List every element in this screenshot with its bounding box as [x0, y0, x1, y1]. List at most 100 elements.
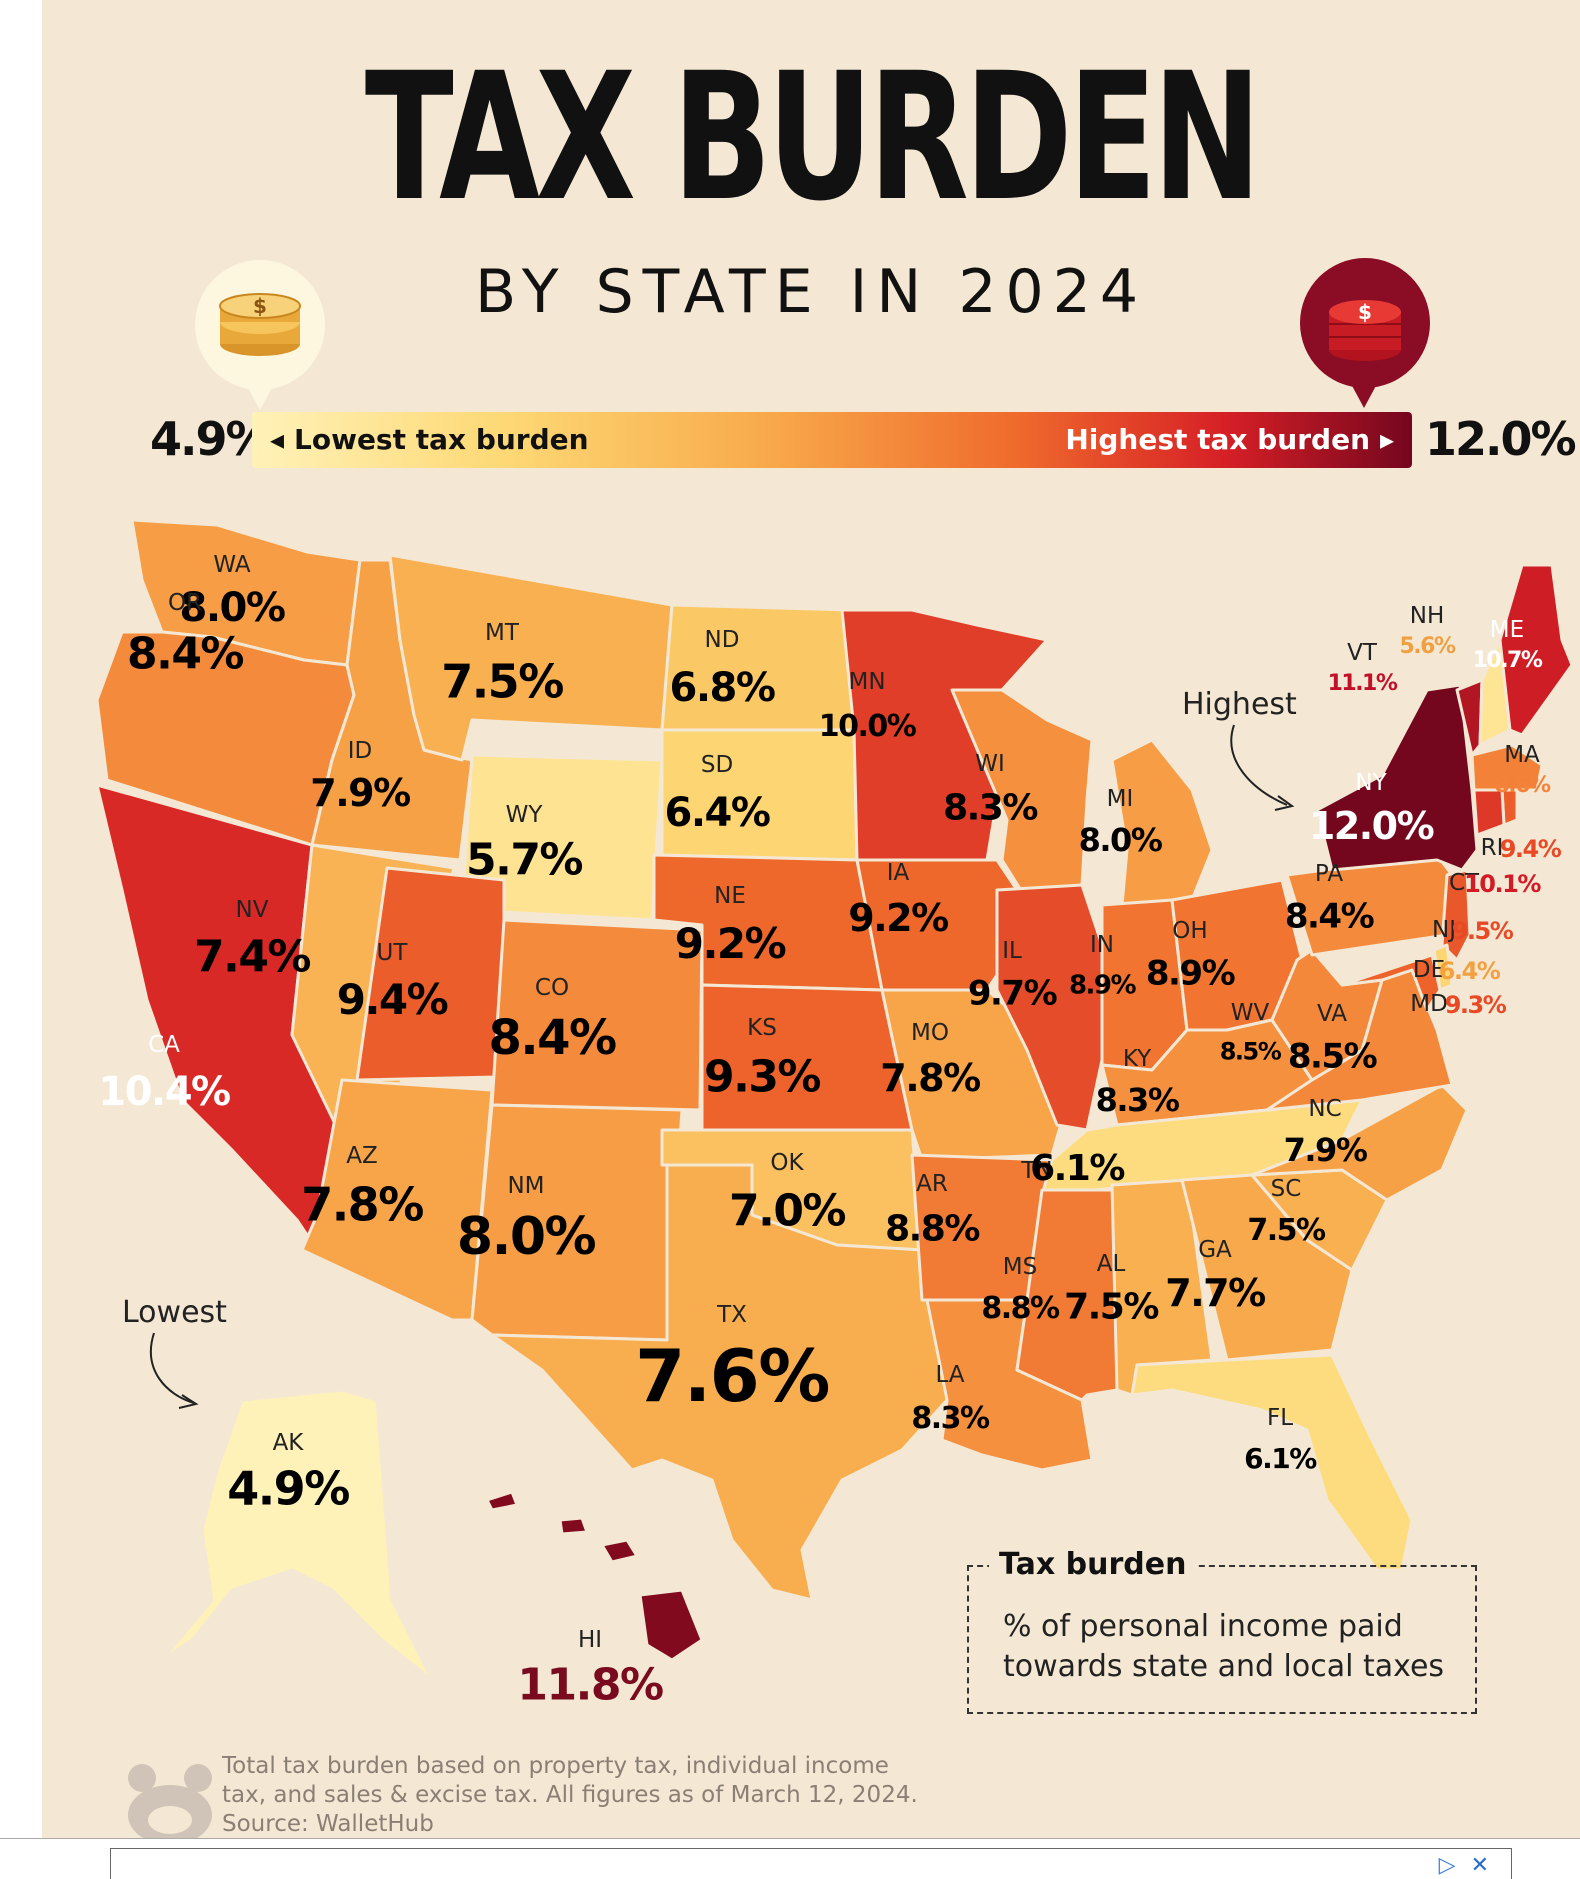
lowest-tax-burden-label: Lowest tax burden [294, 423, 589, 456]
state-abbr-nc: NC [1308, 1096, 1341, 1122]
state-value-ne: 9.2% [675, 919, 786, 968]
state-abbr-nm: NM [507, 1173, 544, 1199]
state-value-ny: 12.0% [1309, 804, 1434, 848]
state-abbr-mt: MT [485, 620, 520, 646]
state-abbr-ak: AK [273, 1430, 305, 1456]
state-shape-tx [490, 1163, 949, 1602]
footnote: Total tax burden based on property tax, … [222, 1752, 922, 1838]
state-value-or: 8.4% [127, 628, 243, 679]
close-icon[interactable]: ✕ [1470, 1853, 1489, 1878]
state-abbr-az: AZ [346, 1143, 378, 1169]
state-abbr-id: ID [348, 738, 373, 764]
state-abbr-me: ME [1490, 617, 1524, 643]
state-shape-co [490, 918, 704, 1112]
highest-label-arrow-icon: ▸ [1379, 423, 1394, 456]
red-badge-pointer [1350, 382, 1378, 408]
footnote-line-2: tax, and sales & excise tax. All figures… [222, 1782, 918, 1808]
state-abbr-ut: UT [377, 940, 409, 966]
state-value-nv: 7.4% [194, 931, 310, 982]
state-value-mt: 7.5% [441, 655, 563, 709]
state-shape-ct [1472, 788, 1506, 837]
gold-coins-icon: $ [195, 260, 325, 390]
state-shape-wi [950, 688, 1094, 902]
state-value-oh: 8.9% [1146, 953, 1235, 993]
legend-box: Tax burden % of personal income paid tow… [967, 1547, 1477, 1714]
state-shape-hi-island-1 [485, 1490, 519, 1512]
state-value-ia: 9.2% [848, 896, 948, 940]
state-abbr-nh: NH [1410, 603, 1445, 629]
scale-min-value: 4.9% [150, 412, 272, 466]
state-value-ut: 9.4% [337, 975, 448, 1024]
state-value-mn: 10.0% [819, 709, 917, 744]
ad-controls: ▷ ✕ [1439, 1853, 1489, 1878]
state-value-vt: 11.1% [1328, 671, 1398, 696]
state-value-me: 10.7% [1473, 648, 1543, 673]
state-abbr-pa: PA [1315, 861, 1343, 887]
state-value-sd: 6.4% [665, 790, 770, 836]
ad-banner[interactable]: ▷ ✕ [0, 1838, 1580, 1879]
state-abbr-wa: WA [213, 552, 250, 578]
red-coins-icon: $ [1300, 258, 1430, 388]
ad-frame[interactable]: ▷ ✕ [110, 1848, 1512, 1879]
state-value-in: 8.9% [1069, 971, 1137, 1001]
infographic-poster: TAX BURDEN BY STATE IN 2024 $ $ 4.9% ◂ L… [42, 0, 1580, 1838]
state-value-nj: 9.5% [1452, 917, 1514, 945]
state-abbr-ma: MA [1504, 742, 1540, 768]
adchoices-icon[interactable]: ▷ [1438, 1853, 1456, 1878]
state-value-ms: 8.8% [981, 1291, 1060, 1326]
state-value-co: 8.4% [488, 1010, 616, 1066]
state-abbr-mo: MO [911, 1020, 949, 1046]
page-title: TAX BURDEN [364, 35, 1262, 240]
state-value-ri: 9.4% [1500, 835, 1562, 863]
state-shape-hi-island-3 [600, 1538, 639, 1564]
lowest-label-arrow-icon: ◂ [270, 423, 285, 456]
state-abbr-ct: CT [1449, 870, 1480, 896]
state-abbr-ri: RI [1481, 835, 1504, 861]
state-shape-nc [1250, 1083, 1469, 1202]
state-abbr-ne: NE [714, 883, 746, 909]
state-shape-fl [1130, 1353, 1414, 1572]
state-abbr-nd: ND [705, 627, 740, 653]
state-abbr-mn: MN [848, 669, 885, 695]
state-value-la: 8.3% [911, 1401, 990, 1436]
state-abbr-md: MD [1410, 991, 1448, 1017]
state-value-va: 8.5% [1288, 1036, 1377, 1076]
state-value-ky: 8.3% [1096, 1081, 1180, 1119]
state-value-wi: 8.3% [943, 788, 1037, 829]
state-value-wy: 5.7% [466, 834, 582, 885]
state-abbr-ms: MS [1003, 1254, 1037, 1280]
legend-title: Tax burden [989, 1547, 1197, 1583]
state-abbr-il: IL [1002, 938, 1022, 964]
state-shape-hi-island-2 [558, 1516, 589, 1536]
state-value-fl: 6.1% [1244, 1442, 1317, 1475]
state-shape-nj [1440, 868, 1472, 962]
state-abbr-nj: NJ [1432, 917, 1456, 943]
state-abbr-tx: TX [716, 1302, 747, 1328]
svg-text:$: $ [253, 294, 267, 318]
state-value-nh: 5.6% [1399, 634, 1455, 659]
state-value-de: 6.4% [1439, 957, 1501, 985]
lowest-callout: Lowest [122, 1295, 227, 1330]
state-shape-mi [1110, 738, 1214, 907]
state-abbr-ar: AR [916, 1171, 948, 1197]
state-shape-hi [638, 1588, 704, 1662]
state-abbr-ky: KY [1123, 1046, 1152, 1072]
page-subtitle: BY STATE IN 2024 [474, 257, 1148, 327]
state-value-wv: 8.5% [1220, 1037, 1282, 1065]
state-value-az: 7.8% [301, 1178, 423, 1232]
state-abbr-vt: VT [1347, 640, 1378, 666]
state-abbr-mi: MI [1107, 786, 1134, 812]
state-abbr-ks: KS [747, 1015, 777, 1041]
state-abbr-ny: NY [1355, 770, 1387, 796]
state-value-ma: 8.6% [1494, 773, 1550, 798]
state-value-ak: 4.9% [227, 1462, 349, 1516]
state-abbr-wv: WV [1231, 1000, 1270, 1026]
state-shape-md [1340, 953, 1442, 1012]
state-abbr-la: LA [935, 1362, 964, 1388]
state-abbr-tn: TN [1020, 1158, 1052, 1184]
state-abbr-nv: NV [236, 897, 269, 923]
state-abbr-fl: FL [1267, 1405, 1293, 1431]
state-value-ga: 7.7% [1165, 1271, 1265, 1315]
state-shape-me [1498, 563, 1574, 737]
state-abbr-or: OR [168, 590, 202, 616]
